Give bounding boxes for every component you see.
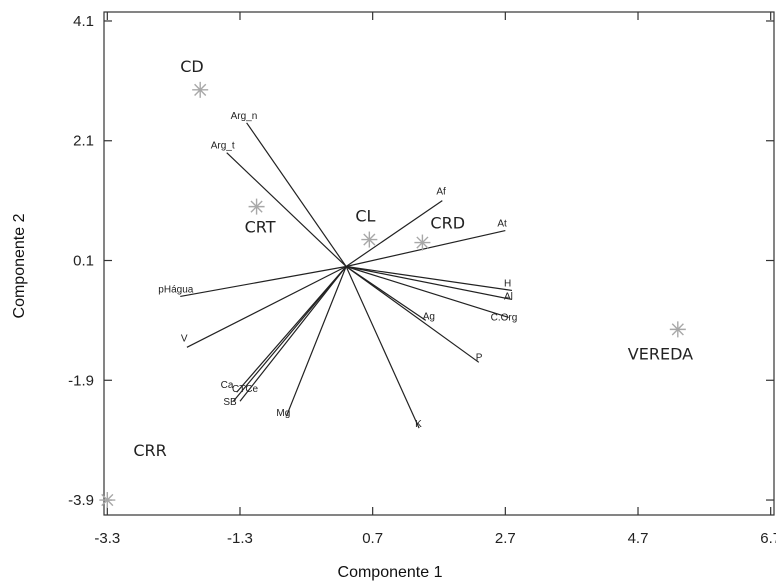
loading-vector-label: Al (504, 291, 513, 302)
loading-vector-label: P (476, 352, 483, 363)
loading-vector-line (186, 265, 347, 348)
site-marker (669, 321, 686, 338)
y-tick-label: 2.1 (73, 133, 94, 150)
y-tick-label: 4.1 (73, 13, 94, 30)
plot-frame (103, 11, 775, 516)
loading-vector-line (345, 265, 509, 318)
loading-vector-label: Ca (221, 380, 234, 391)
site-label: CD (180, 57, 204, 76)
loading-vector-label: C.Org (491, 312, 518, 323)
loading-vector-label: SB (223, 397, 237, 408)
x-axis-title: Componente 1 (338, 564, 443, 581)
loading-vector-line (345, 266, 480, 363)
site-label: VEREDA (628, 344, 693, 363)
loading-vector-label: Af (436, 187, 446, 198)
loading-vector-line (346, 265, 513, 292)
site-marker (248, 198, 265, 215)
loading-vector-line (180, 265, 347, 298)
loading-vector-line (346, 265, 513, 301)
loading-vector-label: V (181, 333, 188, 344)
loading-vector-line (232, 266, 347, 402)
loading-vector-line (285, 266, 347, 417)
x-tick-label: 6.7 (760, 530, 776, 547)
site-label: CRR (133, 441, 166, 460)
loading-vector-label: At (497, 219, 507, 230)
loading-vector-line (226, 152, 347, 267)
site-points: CD CRT CL CRD VEREDA CRR (99, 57, 693, 509)
loading-vector-line (345, 229, 506, 268)
loading-vector-line (345, 266, 420, 429)
x-tick-label: 0.7 (362, 530, 383, 547)
site-marker (192, 81, 209, 98)
loading-vector-line (239, 266, 347, 402)
y-tick-label: 0.1 (73, 253, 94, 270)
loading-vector-line (246, 122, 347, 267)
loading-vector-label: Arg_n (231, 111, 258, 122)
loading-vector-label: K (415, 419, 422, 430)
x-tick-label: -1.3 (227, 530, 253, 547)
loading-vector-label: Ag (423, 311, 435, 322)
loading-vector-label: Arg_t (211, 141, 235, 152)
loading-vector-line (345, 200, 443, 267)
site-label: CL (355, 207, 375, 226)
x-tick-label: 4.7 (628, 530, 649, 547)
y-axis-title: Componente 2 (11, 213, 28, 318)
loading-vector-label: Mg (276, 408, 290, 419)
axis-ticks: -3.3 -1.3 0.7 2.7 4.7 6.7 4.1 2.1 0.1 -1.9 -3.9 (68, 12, 776, 547)
y-tick-label: -1.9 (68, 372, 94, 389)
x-tick-label: -3.3 (94, 530, 120, 547)
site-marker (414, 234, 431, 251)
x-tick-label: 2.7 (495, 530, 516, 547)
loading-vector-label: CTCe (232, 384, 259, 395)
site-marker (99, 492, 116, 509)
y-tick-label: -3.9 (68, 492, 94, 509)
loading-vector-label: H (504, 278, 511, 289)
site-marker (361, 231, 378, 248)
site-label: CRT (245, 218, 276, 237)
loading-vector-label: pHágua (158, 284, 193, 295)
site-label: CRD (430, 214, 465, 233)
